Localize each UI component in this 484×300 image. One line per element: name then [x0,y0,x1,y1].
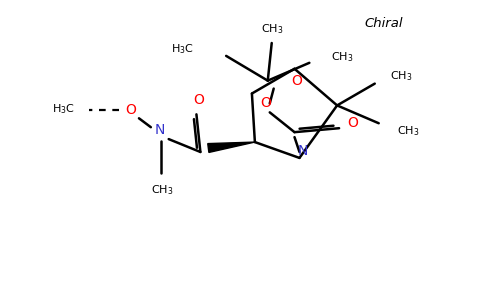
Text: CH$_3$: CH$_3$ [390,69,413,82]
Text: H$_3$C: H$_3$C [52,103,75,116]
Text: CH$_3$: CH$_3$ [397,124,420,138]
Text: Chiral: Chiral [364,17,403,30]
Text: N: N [154,123,165,137]
Text: N: N [297,144,308,158]
Text: O: O [260,96,271,110]
Text: O: O [193,94,204,107]
Text: O: O [348,116,358,130]
Polygon shape [208,142,255,152]
Text: CH$_3$: CH$_3$ [331,50,353,64]
Text: H$_3$C: H$_3$C [170,42,194,56]
Text: O: O [291,74,302,88]
Text: O: O [126,103,136,117]
Text: CH$_3$: CH$_3$ [151,183,174,196]
Text: CH$_3$: CH$_3$ [261,22,284,36]
